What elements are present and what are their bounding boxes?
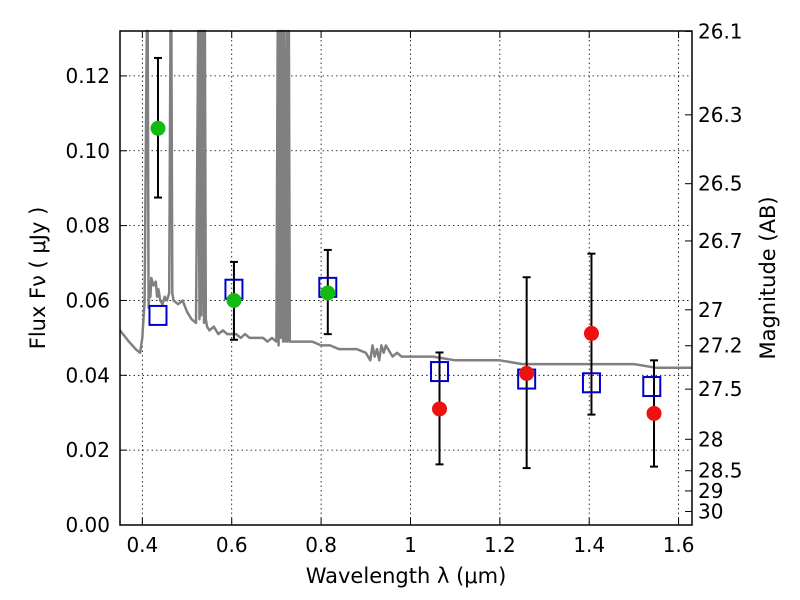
y2-tick-label: 27.2 [698,334,743,358]
y-tick-label: 0.12 [65,64,110,88]
error-bars [153,56,659,470]
y2-tick-label: 26.7 [698,229,743,253]
model-flux-square [581,372,601,394]
measured-flux-point [432,401,448,417]
x-tick-label: 0.4 [126,533,158,557]
y-tick-label: 0.06 [65,288,110,312]
x-tick-label: 1.6 [663,533,695,557]
measured-flux-point [226,292,242,308]
spectrum-layer [119,29,692,370]
y-tick-label: 0.10 [65,139,110,163]
y2-tick-label: 28.5 [698,459,743,483]
model-flux-square [148,304,168,326]
y-tick-label: 0.00 [65,513,110,537]
axis-ticks: 0.4 0.6 0.8 1 1.2 1.4 1.6 0.00 0.02 0.04 0.06 0.08 0… [65,19,742,557]
plot-frame [119,30,693,526]
y2-tick-label: 27 [698,298,723,322]
measured-flux-point [519,365,535,381]
y2-tick-label: 26.1 [698,19,743,43]
x-tick-label: 1.4 [573,533,605,557]
x-tick-label: 0.6 [216,533,248,557]
measured-flux-point [320,285,336,301]
model-spectrum-line [119,29,692,370]
y2-tick-label: 27.5 [698,377,743,401]
y-tick-label: 0.02 [65,438,110,462]
x-tick-label: 1.2 [484,533,516,557]
y2-tick-label: 26.3 [698,103,743,127]
y-tick-label: 0.08 [65,214,110,238]
y2-axis-label: Magnitude (AB) [756,196,780,359]
y2-tick-label: 29 [698,479,723,503]
measured-flux-point [150,120,166,136]
y2-tick-label: 30 [698,500,723,524]
markers [148,120,662,421]
measured-flux-point [583,325,599,341]
measured-flux-point [646,405,662,421]
y-tick-label: 0.04 [65,363,110,387]
x-axis-label: Wavelength λ (μm) [306,564,507,588]
y2-tick-label: 26.5 [698,172,743,196]
y2-tick-label: 28 [698,427,723,451]
x-tick-label: 1 [404,533,417,557]
x-tick-label: 0.8 [305,533,337,557]
model-flux-square [642,376,662,398]
y-axis-label: Flux Fν ( μJy ) [26,207,50,350]
model-flux-square [430,361,450,383]
